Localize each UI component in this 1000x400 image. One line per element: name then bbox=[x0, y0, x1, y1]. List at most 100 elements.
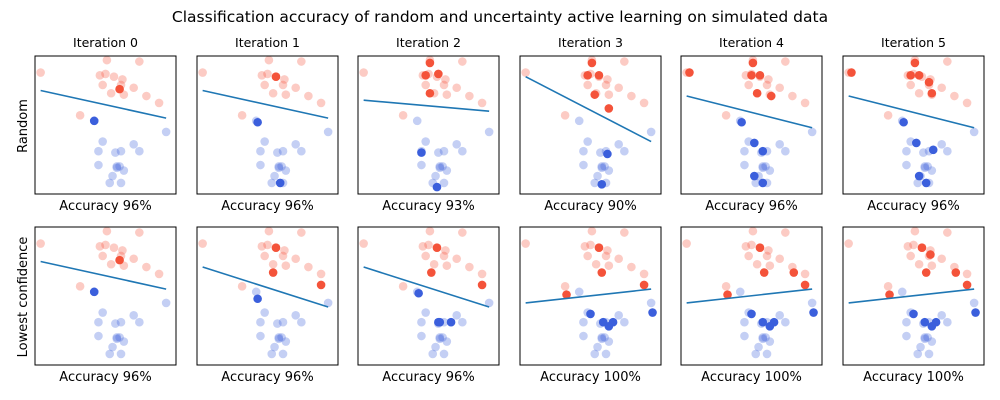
panel: Accuracy 100% bbox=[519, 226, 662, 385]
point-class-1 bbox=[424, 240, 433, 250]
point-class-1 bbox=[477, 269, 487, 279]
point-class-0 bbox=[740, 331, 749, 341]
point-class-1 bbox=[278, 80, 288, 90]
point-class-1 bbox=[744, 251, 753, 261]
point-class-1 bbox=[620, 228, 629, 237]
labeled-point bbox=[921, 268, 931, 277]
point-class-1 bbox=[441, 75, 450, 84]
point-class-0 bbox=[278, 317, 288, 327]
point-class-0 bbox=[98, 308, 107, 317]
point-class-0 bbox=[579, 146, 588, 156]
panel: Accuracy 100% bbox=[680, 226, 823, 385]
point-class-0 bbox=[897, 287, 907, 297]
point-class-1 bbox=[281, 261, 291, 270]
point-class-0 bbox=[417, 317, 426, 327]
point-class-1 bbox=[101, 240, 110, 250]
labeled-point bbox=[755, 243, 765, 252]
figure-title: Classification accuracy of random and un… bbox=[172, 8, 828, 26]
point-class-1 bbox=[583, 251, 592, 261]
point-class-0 bbox=[646, 298, 656, 308]
point-class-1 bbox=[627, 262, 636, 272]
labeled-point bbox=[583, 71, 592, 80]
point-class-1 bbox=[914, 88, 924, 98]
point-class-1 bbox=[281, 90, 291, 99]
point-class-1 bbox=[102, 226, 112, 236]
decision-boundary bbox=[363, 266, 490, 308]
point-class-1 bbox=[198, 239, 207, 248]
point-class-0 bbox=[902, 146, 911, 156]
point-class-1 bbox=[257, 71, 267, 80]
point-class-0 bbox=[781, 317, 790, 327]
point-class-0 bbox=[902, 317, 911, 327]
point-class-1 bbox=[129, 254, 138, 264]
row-label-random: Random bbox=[16, 99, 31, 153]
point-class-1 bbox=[943, 228, 952, 237]
point-class-0 bbox=[758, 163, 768, 173]
point-class-0 bbox=[251, 287, 261, 297]
point-class-1 bbox=[304, 91, 313, 101]
labeled-point bbox=[275, 178, 285, 188]
labeled-point bbox=[271, 72, 281, 81]
point-class-1 bbox=[586, 240, 595, 250]
point-class-1 bbox=[465, 262, 474, 272]
point-class-1 bbox=[75, 282, 85, 291]
point-class-0 bbox=[920, 163, 930, 173]
point-class-1 bbox=[603, 75, 612, 84]
point-class-1 bbox=[943, 57, 952, 66]
point-class-1 bbox=[304, 262, 313, 272]
point-class-1 bbox=[580, 242, 590, 251]
point-class-0 bbox=[412, 116, 422, 126]
accuracy-label: Accuracy 93% bbox=[382, 199, 474, 214]
labeled-point bbox=[962, 280, 972, 290]
point-class-1 bbox=[883, 111, 893, 120]
point-class-1 bbox=[752, 259, 762, 269]
panel: Accuracy 100% bbox=[842, 226, 985, 385]
point-class-1 bbox=[268, 88, 278, 98]
point-class-1 bbox=[627, 91, 636, 101]
labeled-point bbox=[928, 145, 938, 155]
point-class-0 bbox=[751, 349, 761, 359]
decision-boundary bbox=[848, 288, 975, 304]
point-class-0 bbox=[439, 146, 449, 156]
point-class-1 bbox=[781, 57, 790, 66]
point-class-0 bbox=[916, 342, 925, 352]
point-class-1 bbox=[601, 80, 611, 90]
point-class-1 bbox=[800, 269, 810, 279]
point-class-1 bbox=[639, 98, 649, 108]
point-class-1 bbox=[36, 239, 45, 248]
labeled-point bbox=[594, 71, 604, 80]
point-class-0 bbox=[323, 298, 333, 308]
point-class-0 bbox=[323, 127, 333, 137]
point-class-1 bbox=[639, 269, 649, 279]
labeled-point bbox=[951, 268, 961, 277]
labeled-point bbox=[477, 280, 487, 290]
panel: Iteration 4 Accuracy 96% bbox=[680, 35, 823, 214]
point-class-0 bbox=[600, 162, 609, 171]
accuracy-label: Accuracy 96% bbox=[705, 199, 797, 214]
point-class-0 bbox=[431, 342, 440, 352]
point-class-0 bbox=[765, 166, 775, 175]
axes-frame bbox=[196, 55, 339, 195]
point-class-0 bbox=[112, 334, 122, 344]
point-class-0 bbox=[273, 148, 282, 157]
point-class-0 bbox=[135, 317, 144, 327]
point-class-0 bbox=[902, 331, 911, 341]
point-class-1 bbox=[297, 228, 306, 237]
point-class-0 bbox=[435, 334, 445, 344]
labeled-point bbox=[590, 90, 600, 99]
point-class-0 bbox=[452, 140, 462, 149]
point-class-0 bbox=[579, 317, 588, 327]
point-class-0 bbox=[762, 349, 772, 359]
labeled-point bbox=[425, 88, 435, 98]
labeled-point bbox=[766, 91, 776, 101]
accuracy-label: Accuracy 96% bbox=[59, 370, 151, 385]
point-class-0 bbox=[593, 171, 602, 181]
labeled-point bbox=[603, 149, 612, 159]
point-class-1 bbox=[762, 251, 772, 261]
point-class-1 bbox=[118, 246, 127, 255]
point-class-0 bbox=[600, 333, 609, 342]
point-class-1 bbox=[906, 251, 915, 261]
point-class-0 bbox=[574, 116, 584, 126]
point-class-0 bbox=[267, 349, 277, 359]
point-class-1 bbox=[903, 242, 913, 251]
